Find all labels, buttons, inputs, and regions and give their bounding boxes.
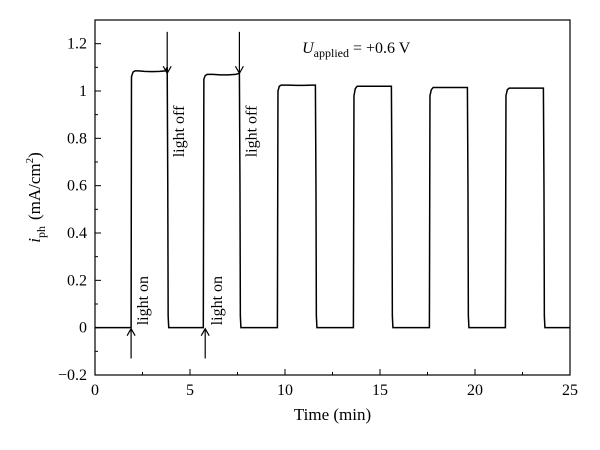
y-axis-units-close: ) — [25, 152, 44, 158]
applied-potential-symbol: U — [302, 40, 315, 57]
annotations: light on light off light on light off — [126, 31, 260, 359]
x-tick-label: 20 — [467, 382, 483, 399]
y-tick-label: 0.8 — [67, 130, 87, 147]
y-axis-label: iph (mA/cm2) — [24, 152, 48, 243]
x-tick-label: 5 — [186, 382, 194, 399]
x-axis-label: Time (min) — [294, 405, 371, 424]
light-on-label: light on — [209, 276, 226, 325]
y-tick-label: 0.2 — [67, 272, 87, 289]
y-tick-label: 0.4 — [67, 225, 87, 242]
y-axis-ticks: −0.2 0 0.2 0.4 0.6 0.8 1 1.2 — [58, 19, 101, 384]
y-axis-symbol: i — [25, 238, 44, 243]
arrow-head — [234, 65, 244, 75]
applied-potential-label: Uapplied = +0.6 V — [302, 40, 411, 60]
y-tick-label: 1.2 — [67, 36, 87, 53]
y-tick-label: 0 — [79, 320, 87, 337]
photocurrent-series-line — [95, 66, 570, 329]
arrow-head — [162, 65, 172, 75]
x-tick-label: 25 — [562, 382, 578, 399]
x-tick-label: 0 — [91, 382, 99, 399]
y-tick-label: −0.2 — [58, 367, 87, 384]
light-off-label: light off — [171, 105, 188, 157]
x-axis-ticks: 0 5 10 15 20 25 — [91, 369, 578, 399]
plot-frame — [94, 19, 571, 376]
y-axis-units-superscript: 2 — [24, 158, 36, 164]
y-tick-label: 1 — [79, 83, 87, 100]
applied-potential-subscript: applied — [314, 46, 349, 60]
y-axis-subscript: ph — [34, 226, 48, 238]
light-off-label: light off — [243, 105, 260, 157]
arrow-head — [126, 327, 136, 336]
applied-potential-value: = +0.6 V — [349, 40, 411, 57]
y-tick-label: 0.6 — [67, 178, 87, 195]
y-axis-units: (mA/cm — [25, 163, 44, 220]
x-tick-label: 15 — [372, 382, 388, 399]
arrow-head — [200, 327, 210, 336]
x-tick-label: 10 — [277, 382, 293, 399]
light-on-label: light on — [135, 276, 152, 325]
